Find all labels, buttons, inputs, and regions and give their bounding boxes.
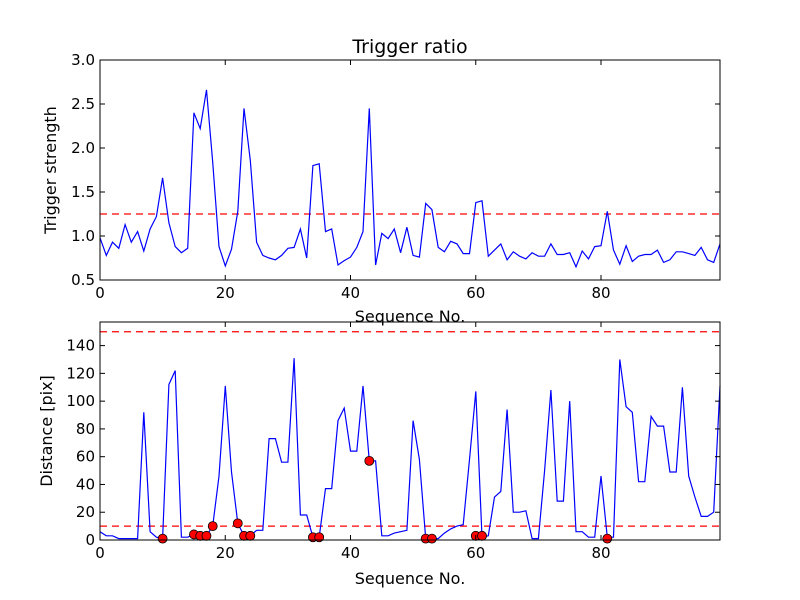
x-tick-label: 0 (95, 284, 105, 302)
y-axis-label: Distance [pix] (37, 375, 56, 487)
x-tick-label: 20 (216, 284, 235, 302)
y-tick-label: 60 (76, 448, 95, 466)
trigger-strength-chart: 0 20 40 60 80 0.5 1.0 1.5 2.0 2.5 3.0 Sequence No.… (41, 51, 721, 326)
y-tick-label: 80 (76, 420, 95, 438)
data-point-marker (207, 521, 218, 532)
data-point-marker (201, 530, 212, 541)
x-tick-label: 80 (591, 284, 610, 302)
y-tick-label: 40 (76, 475, 95, 493)
y-axis-label: Trigger strength (41, 106, 60, 235)
x-tick-label: 80 (591, 544, 610, 562)
x-tick-label: 40 (341, 544, 360, 562)
x-tick-label: 20 (216, 544, 235, 562)
x-tick-label: 60 (466, 544, 485, 562)
plot-frame (99, 321, 721, 541)
y-tick-label: 1.0 (71, 227, 95, 245)
data-point-marker (364, 455, 375, 466)
y-tick-label: 0 (85, 531, 95, 549)
data-point-marker (157, 533, 168, 544)
series-line (99, 89, 721, 269)
data-point-marker (602, 533, 613, 544)
x-axis-label: Sequence No. (355, 307, 466, 326)
data-point-marker (477, 530, 487, 541)
x-tick-label: 60 (466, 284, 485, 302)
y-tick-label: 1.5 (71, 183, 95, 201)
x-axis-label: Sequence No. (355, 569, 466, 588)
y-tick-label: 3.0 (71, 51, 95, 69)
y-tick-label: 120 (66, 364, 95, 382)
data-point-marker (427, 533, 437, 544)
x-tick-label: 0 (95, 544, 105, 562)
distance-chart: 0 20 40 60 80 0 20 40 60 80 100 120 140 Sequence No.… (37, 321, 721, 588)
data-point-marker (314, 532, 325, 543)
series-line (99, 358, 721, 540)
y-tick-label: 100 (66, 392, 95, 410)
y-tick-label: 2.0 (71, 139, 95, 157)
y-tick-label: 2.5 (71, 95, 95, 113)
x-tick-label: 40 (341, 284, 360, 302)
y-tick-label: 20 (76, 503, 95, 521)
y-tick-label: 140 (66, 337, 95, 355)
chart-title: Trigger ratio (351, 36, 467, 58)
plot-frame (99, 59, 721, 281)
data-point-marker (245, 530, 256, 541)
data-point-marker (232, 518, 243, 529)
y-tick-label: 0.5 (71, 271, 95, 289)
